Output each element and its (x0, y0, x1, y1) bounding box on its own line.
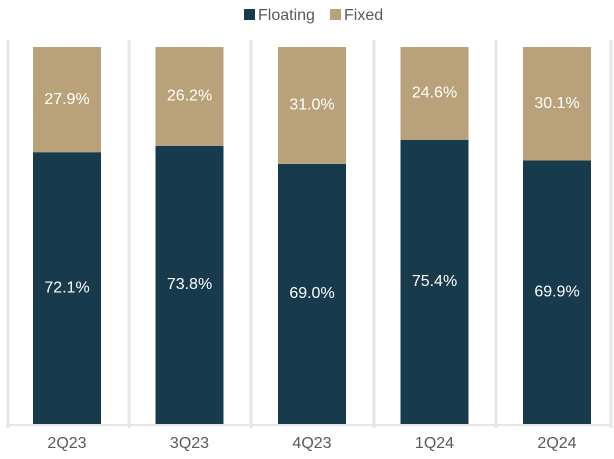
data-label: 73.8% (167, 276, 212, 293)
bar-segment (400, 139, 469, 424)
bar-segment (155, 47, 224, 146)
bar-segment (33, 47, 101, 153)
bar-segment (523, 47, 591, 161)
data-label: 69.9% (534, 283, 579, 300)
x-tick-label: 1Q24 (415, 435, 454, 452)
x-tick-label: 2Q23 (47, 435, 86, 452)
bar-segment (523, 160, 591, 425)
legend-swatch (330, 9, 341, 20)
data-label: 72.1% (44, 279, 89, 296)
data-label: 75.4% (412, 273, 457, 290)
data-label: 27.9% (44, 91, 89, 108)
data-label: 30.1% (534, 95, 579, 112)
legend-swatch (244, 9, 255, 20)
bar-segment (400, 47, 469, 140)
x-tick-label: 4Q23 (292, 435, 331, 452)
x-tick-label: 3Q23 (170, 435, 209, 452)
data-label: 31.0% (289, 97, 334, 114)
panel-separators (6, 40, 613, 428)
legend-label: Fixed (344, 7, 383, 24)
bar-segment (33, 152, 101, 425)
data-label: 24.6% (412, 85, 457, 102)
bar-segment (278, 47, 346, 164)
data-label: 26.2% (167, 88, 212, 105)
bar-segment (278, 163, 346, 424)
legend-label: Floating (258, 7, 315, 24)
x-tick-label: 2Q24 (537, 435, 576, 452)
bar-segment (155, 145, 224, 425)
data-label: 69.0% (289, 285, 334, 302)
